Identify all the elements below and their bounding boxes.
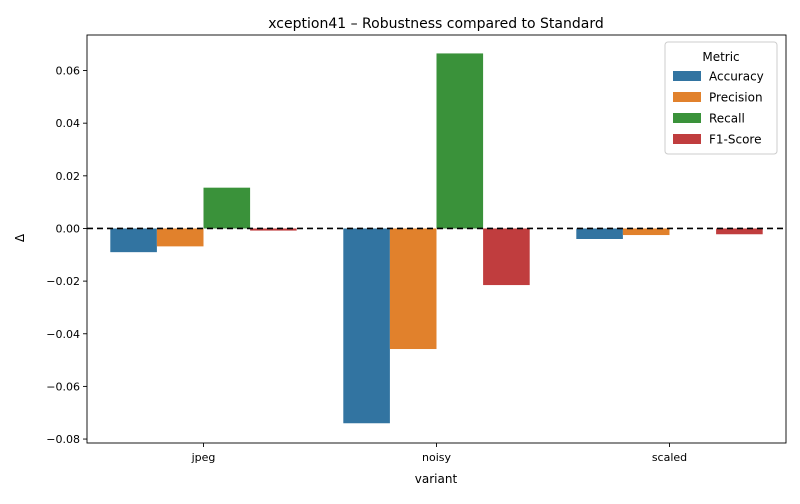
legend-swatch-precision	[673, 92, 701, 102]
x-tick-label: jpeg	[191, 451, 216, 464]
legend-label-precision: Precision	[709, 91, 763, 105]
legend-swatch-accuracy	[673, 71, 701, 81]
y-tick-label: 0.02	[56, 170, 81, 183]
legend-title: Metric	[702, 50, 739, 64]
bar-f1-score-noisy	[483, 228, 530, 285]
bar-recall-jpeg	[204, 188, 251, 229]
y-tick-label: 0.00	[56, 222, 81, 235]
x-tick-label: scaled	[652, 451, 687, 464]
y-tick-label: −0.04	[46, 328, 80, 341]
y-tick-label: −0.08	[46, 433, 80, 446]
y-tick-label: −0.02	[46, 275, 80, 288]
bar-f1-score-scaled	[716, 228, 763, 234]
legend-label-recall: Recall	[709, 112, 745, 126]
bar-precision-noisy	[390, 228, 437, 349]
x-tick-label: noisy	[422, 451, 451, 464]
y-axis-label: Δ	[13, 233, 27, 242]
bar-accuracy-jpeg	[110, 228, 157, 252]
y-tick-label: −0.06	[46, 380, 80, 393]
legend-label-accuracy: Accuracy	[709, 70, 764, 84]
bar-precision-jpeg	[157, 228, 204, 246]
x-axis-label: variant	[415, 472, 458, 486]
legend-label-f1-score: F1-Score	[709, 133, 761, 147]
y-tick-label: 0.06	[56, 65, 81, 78]
legend-swatch-recall	[673, 113, 701, 123]
bar-recall-noisy	[437, 53, 484, 228]
legend: Metric Accuracy Precision Recall F1-Score	[665, 42, 777, 154]
bar-precision-scaled	[623, 228, 670, 235]
bar-accuracy-scaled	[576, 228, 623, 239]
legend-swatch-f1-score	[673, 134, 701, 144]
y-tick-label: 0.04	[56, 117, 81, 130]
bar-accuracy-noisy	[343, 228, 390, 423]
chart-title: xception41 – Robustness compared to Stan…	[268, 16, 603, 32]
